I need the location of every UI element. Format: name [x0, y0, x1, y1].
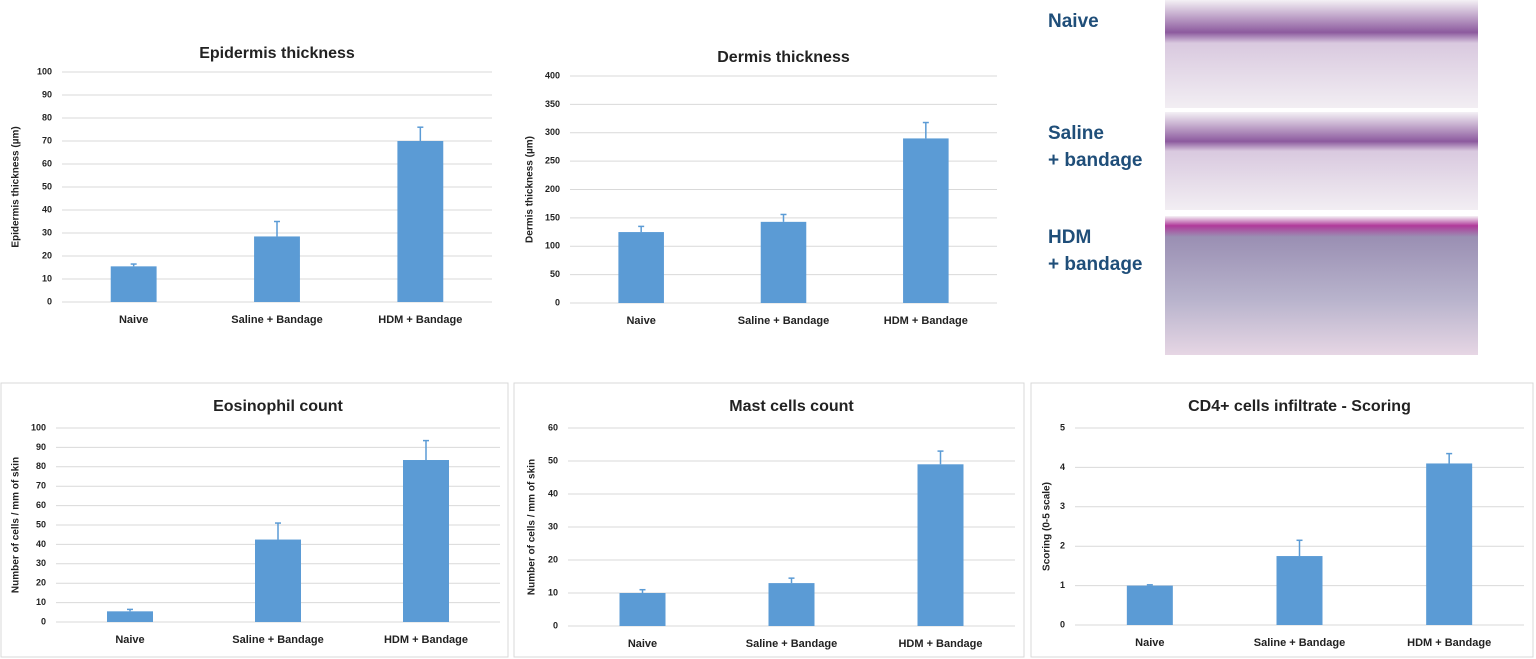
x-tick-label: Naive [1135, 637, 1164, 649]
y-tick-label: 30 [42, 227, 52, 237]
bar [618, 232, 664, 303]
y-tick-label: 1 [1060, 580, 1065, 590]
y-tick-label: 250 [545, 156, 560, 166]
y-tick-label: 2 [1060, 541, 1065, 551]
y-tick-label: 350 [545, 99, 560, 109]
bar [768, 583, 815, 626]
y-tick-label: 30 [548, 521, 558, 531]
histology-label: + bandage [1048, 150, 1143, 171]
histology-image [1165, 112, 1478, 210]
histology-label: + bandage [1048, 254, 1143, 275]
panel-border [1030, 382, 1534, 658]
chart-title: Epidermis thickness [199, 45, 355, 62]
y-tick-label: 60 [36, 500, 46, 510]
y-tick-label: 100 [37, 66, 52, 76]
bar [254, 236, 300, 302]
chart-title: CD4+ cells infiltrate - Scoring [1188, 398, 1411, 415]
bar [403, 460, 449, 622]
x-tick-label: Naive [119, 314, 148, 326]
bar [1126, 585, 1173, 625]
x-tick-label: HDM + Bandage [384, 634, 468, 646]
y-axis-label: Number of cells / mm of skin [11, 457, 22, 593]
chart-title: Dermis thickness [717, 49, 850, 66]
y-tick-label: 50 [36, 519, 46, 529]
y-tick-label: 10 [42, 273, 52, 283]
y-tick-label: 80 [36, 461, 46, 471]
bar [1276, 556, 1323, 625]
y-axis-label: Scoring (0-5 scale) [1042, 482, 1053, 571]
y-tick-label: 40 [548, 488, 558, 498]
y-tick-label: 10 [548, 587, 558, 597]
bar [397, 141, 444, 302]
y-axis-label: Dermis thickness (µm) [525, 136, 536, 243]
bar [1426, 463, 1473, 625]
y-axis-label: Number of cells / mm of skin [527, 459, 538, 595]
y-tick-label: 20 [548, 554, 558, 564]
y-tick-label: 20 [36, 578, 46, 588]
y-tick-label: 5 [1060, 422, 1065, 432]
y-tick-label: 100 [545, 241, 560, 251]
y-tick-label: 90 [36, 442, 46, 452]
x-tick-label: Naive [626, 315, 655, 327]
y-tick-label: 80 [42, 112, 52, 122]
x-tick-label: HDM + Bandage [884, 315, 968, 327]
bar [903, 138, 949, 303]
bar [255, 539, 301, 622]
x-tick-label: Naive [628, 638, 657, 650]
y-axis-label: Epidermis thickness (µm) [11, 126, 22, 247]
y-tick-label: 0 [553, 620, 558, 630]
y-tick-label: 70 [42, 135, 52, 145]
y-tick-label: 4 [1060, 462, 1065, 472]
x-tick-label: HDM + Bandage [898, 638, 982, 650]
y-tick-label: 0 [1060, 619, 1065, 629]
y-tick-label: 60 [42, 158, 52, 168]
y-tick-label: 50 [42, 181, 52, 191]
x-tick-label: Saline + Bandage [738, 315, 829, 327]
y-tick-label: 10 [36, 597, 46, 607]
y-tick-label: 3 [1060, 501, 1065, 511]
histology-image [1165, 0, 1478, 108]
histology-label: Saline [1048, 123, 1104, 144]
y-tick-label: 200 [545, 184, 560, 194]
x-tick-label: Saline + Bandage [231, 314, 322, 326]
bar [110, 266, 157, 302]
y-tick-label: 100 [31, 422, 46, 432]
histology-images [1165, 0, 1478, 355]
y-tick-label: 50 [550, 269, 560, 279]
x-tick-label: HDM + Bandage [1407, 637, 1491, 649]
x-tick-label: Saline + Bandage [1254, 637, 1345, 649]
histology-label: HDM [1048, 227, 1091, 248]
x-tick-label: HDM + Bandage [378, 314, 462, 326]
y-tick-label: 0 [41, 616, 46, 626]
x-tick-label: Saline + Bandage [746, 638, 837, 650]
panel-border [513, 382, 1025, 658]
y-tick-label: 90 [42, 89, 52, 99]
chart-title: Eosinophil count [213, 398, 343, 415]
panel-border [0, 382, 509, 658]
histology-label: Naive [1048, 11, 1099, 32]
y-tick-label: 60 [548, 422, 558, 432]
y-tick-label: 0 [555, 297, 560, 307]
bar [107, 611, 153, 622]
x-tick-label: Naive [115, 634, 144, 646]
bar [619, 593, 666, 626]
y-tick-label: 50 [548, 455, 558, 465]
y-tick-label: 40 [42, 204, 52, 214]
bar [760, 221, 807, 303]
y-tick-label: 300 [545, 127, 560, 137]
chart-title: Mast cells count [729, 398, 854, 415]
y-tick-label: 0 [47, 296, 52, 306]
histology-image [1165, 216, 1478, 355]
y-tick-label: 150 [545, 212, 560, 222]
y-tick-label: 30 [36, 558, 46, 568]
bar [917, 464, 964, 626]
x-tick-label: Saline + Bandage [232, 634, 323, 646]
y-tick-label: 400 [545, 70, 560, 80]
y-tick-label: 40 [36, 539, 46, 549]
y-tick-label: 70 [36, 481, 46, 491]
y-tick-label: 20 [42, 250, 52, 260]
